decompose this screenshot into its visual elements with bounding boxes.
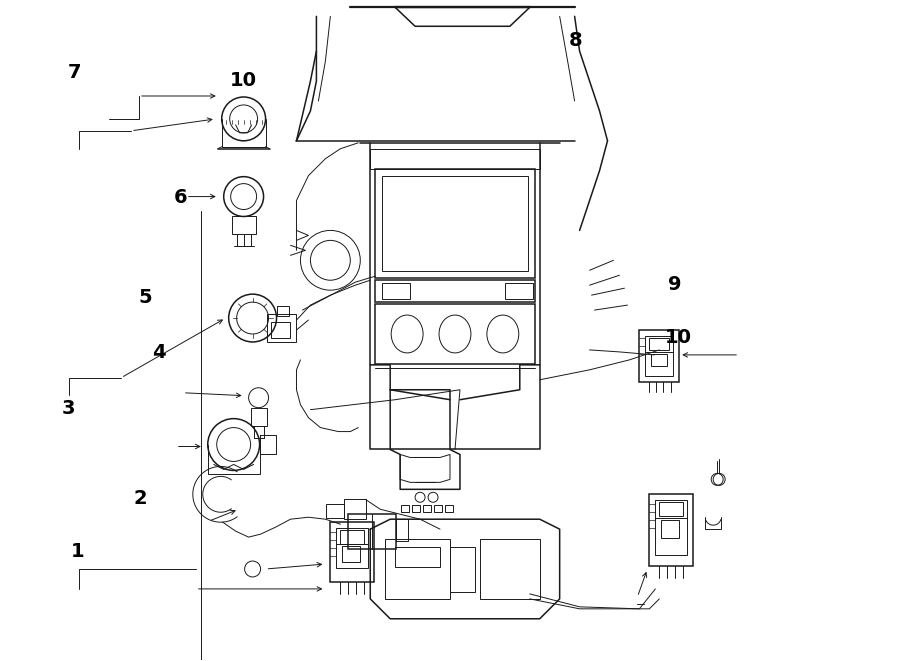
Bar <box>434 505 442 512</box>
Bar <box>271 322 291 338</box>
Bar <box>412 505 420 512</box>
Bar <box>655 500 688 555</box>
Bar <box>652 354 667 366</box>
Text: 6: 6 <box>174 188 187 207</box>
Bar <box>348 514 396 549</box>
Text: 4: 4 <box>151 343 166 362</box>
Bar <box>330 522 374 582</box>
Bar <box>395 547 440 567</box>
Bar <box>340 530 364 544</box>
Bar <box>401 505 410 512</box>
Bar <box>650 338 670 350</box>
Bar <box>662 520 680 538</box>
Bar <box>327 504 345 518</box>
Bar <box>250 408 266 426</box>
Bar <box>375 280 535 302</box>
Bar <box>276 306 289 316</box>
Bar <box>266 314 296 342</box>
Text: 3: 3 <box>62 399 76 418</box>
Bar <box>445 505 453 512</box>
Bar <box>480 539 540 599</box>
Bar <box>382 176 527 271</box>
Bar <box>450 547 475 592</box>
Bar <box>342 546 360 562</box>
Bar <box>370 149 540 169</box>
Text: 8: 8 <box>569 31 582 50</box>
Bar <box>396 519 408 541</box>
Bar <box>639 330 680 382</box>
Bar <box>337 528 368 568</box>
Bar <box>385 539 450 599</box>
Text: 10: 10 <box>230 71 257 90</box>
Bar <box>423 505 431 512</box>
Text: 5: 5 <box>138 288 152 307</box>
Text: 1: 1 <box>71 541 85 561</box>
Bar <box>231 217 256 235</box>
Bar <box>375 169 535 278</box>
Text: 9: 9 <box>668 275 681 294</box>
Bar <box>660 502 683 516</box>
Text: 7: 7 <box>68 63 82 82</box>
Text: 10: 10 <box>665 328 692 346</box>
Bar <box>375 304 535 364</box>
Bar <box>645 336 673 376</box>
Bar <box>382 283 410 299</box>
Text: 2: 2 <box>133 489 148 508</box>
Bar <box>345 499 366 519</box>
Bar <box>650 494 693 566</box>
Bar <box>505 283 533 299</box>
